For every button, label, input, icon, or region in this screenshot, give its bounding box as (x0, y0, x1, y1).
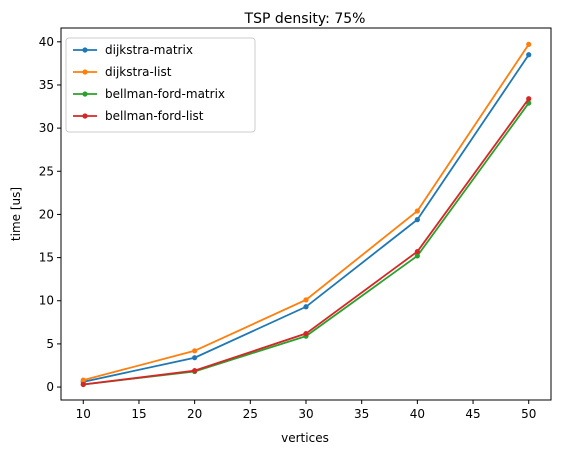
series-layer (80, 41, 532, 388)
legend-swatch-marker (82, 113, 88, 119)
series-bellman-ford-list (80, 96, 532, 388)
series-bellman-ford-matrix (80, 100, 532, 388)
chart-title: TSP density: 75% (244, 11, 366, 27)
legend-label: bellman-ford-list (105, 109, 204, 123)
x-tick-label: 35 (354, 407, 369, 421)
legend-label: dijkstra-list (105, 65, 172, 79)
data-point (303, 297, 309, 303)
y-tick-label: 15 (39, 251, 54, 265)
legend-swatch-marker (82, 69, 88, 75)
data-point (526, 52, 532, 58)
data-point (414, 217, 420, 223)
data-point (414, 253, 420, 259)
data-point (414, 208, 420, 214)
series-dijkstra-list (80, 41, 532, 383)
legend-swatch-marker (82, 91, 88, 97)
legend-label: bellman-ford-matrix (105, 87, 225, 101)
x-tick-label: 20 (187, 407, 202, 421)
y-tick-label: 35 (39, 78, 54, 92)
legend-item: bellman-ford-matrix (73, 87, 225, 101)
data-point (192, 368, 198, 374)
x-tick-label: 30 (298, 407, 313, 421)
legend-item: dijkstra-list (73, 65, 172, 79)
x-tick-label: 15 (131, 407, 146, 421)
data-point (192, 348, 198, 354)
legend-item: dijkstra-matrix (73, 43, 193, 57)
legend: dijkstra-matrix dijkstra-list bellman-ford… (65, 37, 256, 133)
data-point (303, 330, 309, 337)
y-tick-label: 0 (46, 380, 54, 394)
y-tick-label: 5 (46, 337, 54, 351)
x-axis-label: vertices (281, 431, 329, 445)
y-tick-label: 30 (39, 121, 54, 135)
y-tick-label: 10 (39, 294, 54, 308)
x-tick-label: 40 (410, 407, 425, 421)
data-point (526, 96, 532, 102)
data-point (80, 381, 86, 388)
data-point (80, 377, 86, 383)
series-line (83, 98, 530, 386)
y-axis-label: time [us] (9, 187, 23, 241)
data-point (192, 355, 198, 361)
y-axis-ticks: 0 5 10 15 20 25 30 35 40 (39, 35, 61, 394)
data-point (303, 304, 309, 310)
legend-item: bellman-ford-list (73, 109, 204, 123)
x-tick-label: 10 (76, 407, 91, 421)
x-axis-ticks: 10 15 20 25 30 35 40 45 50 (76, 400, 536, 421)
data-point (414, 248, 420, 255)
data-point (526, 41, 532, 47)
legend-swatch-marker (82, 47, 88, 53)
x-tick-label: 50 (521, 407, 536, 421)
legend-box (65, 37, 256, 133)
y-tick-label: 40 (39, 35, 54, 49)
legend-label: dijkstra-matrix (105, 43, 193, 57)
y-tick-label: 25 (39, 164, 54, 178)
x-tick-label: 45 (465, 407, 480, 421)
y-tick-label: 20 (39, 207, 54, 221)
x-tick-label: 25 (243, 407, 258, 421)
